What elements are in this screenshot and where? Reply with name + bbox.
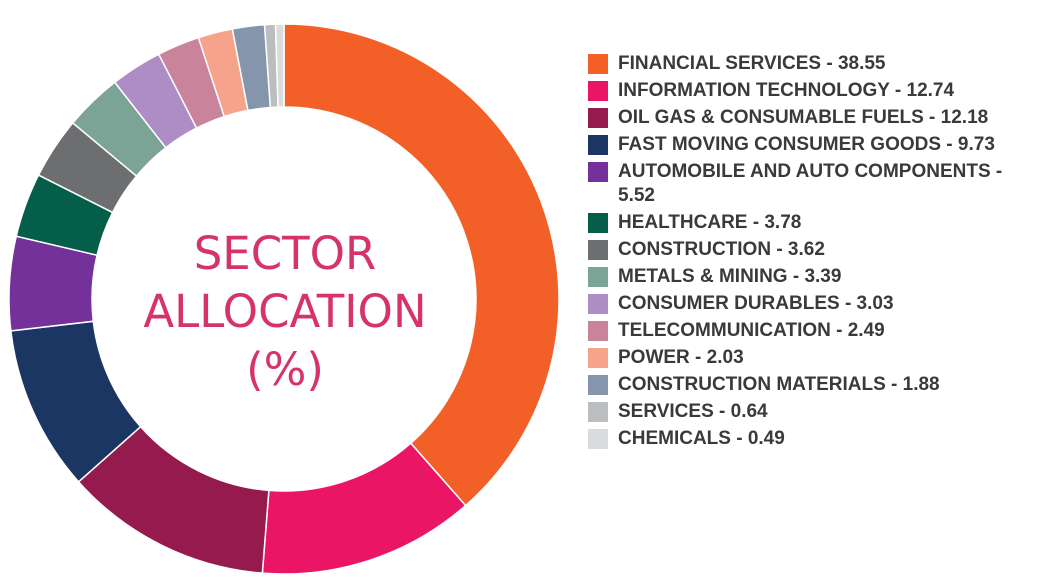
- legend-label: CONSUMER DURABLES - 3.03: [618, 293, 894, 314]
- legend-label: SERVICES - 0.64: [618, 401, 768, 422]
- legend-label: CONSTRUCTION MATERIALS - 1.88: [618, 374, 940, 395]
- legend-item: HEALTHCARE - 3.78: [588, 211, 1033, 235]
- legend-swatch: [588, 135, 608, 155]
- legend-label: CHEMICALS - 0.49: [618, 428, 785, 449]
- legend-label: METALS & MINING - 3.39: [618, 266, 842, 287]
- donut-slice: [274, 23, 285, 108]
- legend-swatch: [588, 162, 608, 182]
- legend-label: POWER - 2.03: [618, 347, 744, 368]
- legend-swatch: [588, 402, 608, 422]
- legend-item: AUTOMOBILE AND AUTO COMPONENTS - 5.52: [588, 160, 1033, 208]
- legend-swatch: [588, 213, 608, 233]
- legend-swatch: [588, 348, 608, 368]
- legend-label: FAST MOVING CONSUMER GOODS - 9.73: [618, 134, 995, 155]
- chart-title-line-2: ALLOCATION: [143, 285, 427, 338]
- chart-title-line-3: (%): [246, 343, 324, 396]
- legend-item: POWER - 2.03: [588, 346, 1033, 370]
- legend-swatch: [588, 267, 608, 287]
- donut-slice: [283, 23, 560, 507]
- legend-item: FINANCIAL SERVICES - 38.55: [588, 52, 1033, 76]
- legend-swatch: [588, 375, 608, 395]
- legend-swatch: [588, 294, 608, 314]
- legend-label: FINANCIAL SERVICES - 38.55: [618, 53, 886, 74]
- legend-label: INFORMATION TECHNOLOGY - 12.74: [618, 80, 955, 101]
- legend-label: CONSTRUCTION - 3.62: [618, 239, 825, 260]
- legend-item: SERVICES - 0.64: [588, 400, 1033, 424]
- legend-item: CONSUMER DURABLES - 3.03: [588, 292, 1033, 316]
- legend-item: OIL GAS & CONSUMABLE FUELS - 12.18: [588, 106, 1033, 130]
- legend-item: CONSTRUCTION - 3.62: [588, 238, 1033, 262]
- legend-swatch: [588, 54, 608, 74]
- legend-label: TELECOMMUNICATION - 2.49: [618, 320, 885, 341]
- legend-item: CONSTRUCTION MATERIALS - 1.88: [588, 373, 1033, 397]
- legend-swatch: [588, 321, 608, 341]
- legend-swatch: [588, 429, 608, 449]
- legend-item: INFORMATION TECHNOLOGY - 12.74: [588, 79, 1033, 103]
- legend-item: TELECOMMUNICATION - 2.49: [588, 319, 1033, 343]
- chart-title-line-1: SECTOR: [193, 227, 377, 280]
- legend-swatch: [588, 108, 608, 128]
- chart-title: SECTOR ALLOCATION (%): [100, 225, 470, 399]
- legend-item: CHEMICALS - 0.49: [588, 427, 1033, 451]
- legend-swatch: [588, 240, 608, 260]
- donut-chart: [8, 23, 560, 575]
- legend-label: HEALTHCARE - 3.78: [618, 212, 802, 233]
- legend-label: AUTOMOBILE AND AUTO COMPONENTS - 5.52: [618, 161, 1003, 206]
- legend-item: FAST MOVING CONSUMER GOODS - 9.73: [588, 133, 1033, 157]
- chart-legend: FINANCIAL SERVICES - 38.55 INFORMATION T…: [588, 52, 1033, 454]
- legend-swatch: [588, 81, 608, 101]
- legend-item: METALS & MINING - 3.39: [588, 265, 1033, 289]
- legend-label: OIL GAS & CONSUMABLE FUELS - 12.18: [618, 107, 989, 128]
